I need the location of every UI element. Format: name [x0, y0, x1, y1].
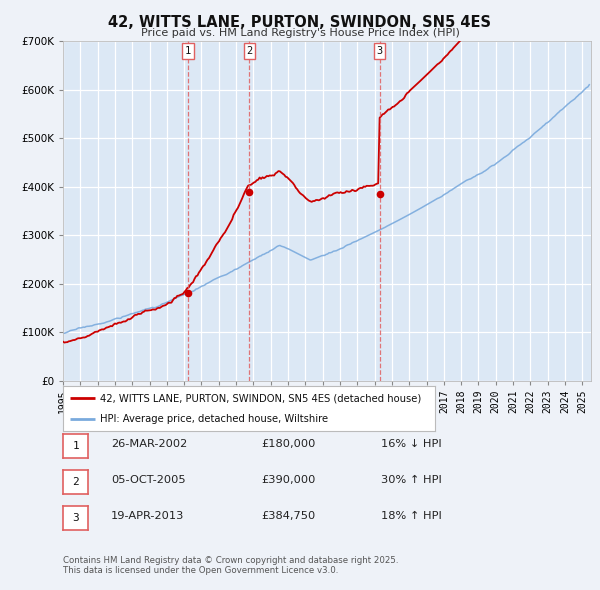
Text: £180,000: £180,000: [261, 439, 316, 448]
Text: 19-APR-2013: 19-APR-2013: [111, 511, 184, 520]
Text: 05-OCT-2005: 05-OCT-2005: [111, 475, 185, 484]
Text: Price paid vs. HM Land Registry's House Price Index (HPI): Price paid vs. HM Land Registry's House …: [140, 28, 460, 38]
Text: 42, WITTS LANE, PURTON, SWINDON, SN5 4ES: 42, WITTS LANE, PURTON, SWINDON, SN5 4ES: [109, 15, 491, 30]
Text: £384,750: £384,750: [261, 511, 315, 520]
Text: 1: 1: [185, 46, 191, 56]
Text: 2: 2: [72, 477, 79, 487]
Text: 26-MAR-2002: 26-MAR-2002: [111, 439, 187, 448]
Text: 42, WITTS LANE, PURTON, SWINDON, SN5 4ES (detached house): 42, WITTS LANE, PURTON, SWINDON, SN5 4ES…: [100, 394, 421, 404]
Text: 1: 1: [72, 441, 79, 451]
Text: 30% ↑ HPI: 30% ↑ HPI: [381, 475, 442, 484]
Text: 18% ↑ HPI: 18% ↑ HPI: [381, 511, 442, 520]
Text: Contains HM Land Registry data © Crown copyright and database right 2025.
This d: Contains HM Land Registry data © Crown c…: [63, 556, 398, 575]
Text: 3: 3: [72, 513, 79, 523]
Text: HPI: Average price, detached house, Wiltshire: HPI: Average price, detached house, Wilt…: [100, 414, 328, 424]
Text: £390,000: £390,000: [261, 475, 316, 484]
Text: 3: 3: [377, 46, 383, 56]
Text: 2: 2: [246, 46, 253, 56]
Text: 16% ↓ HPI: 16% ↓ HPI: [381, 439, 442, 448]
